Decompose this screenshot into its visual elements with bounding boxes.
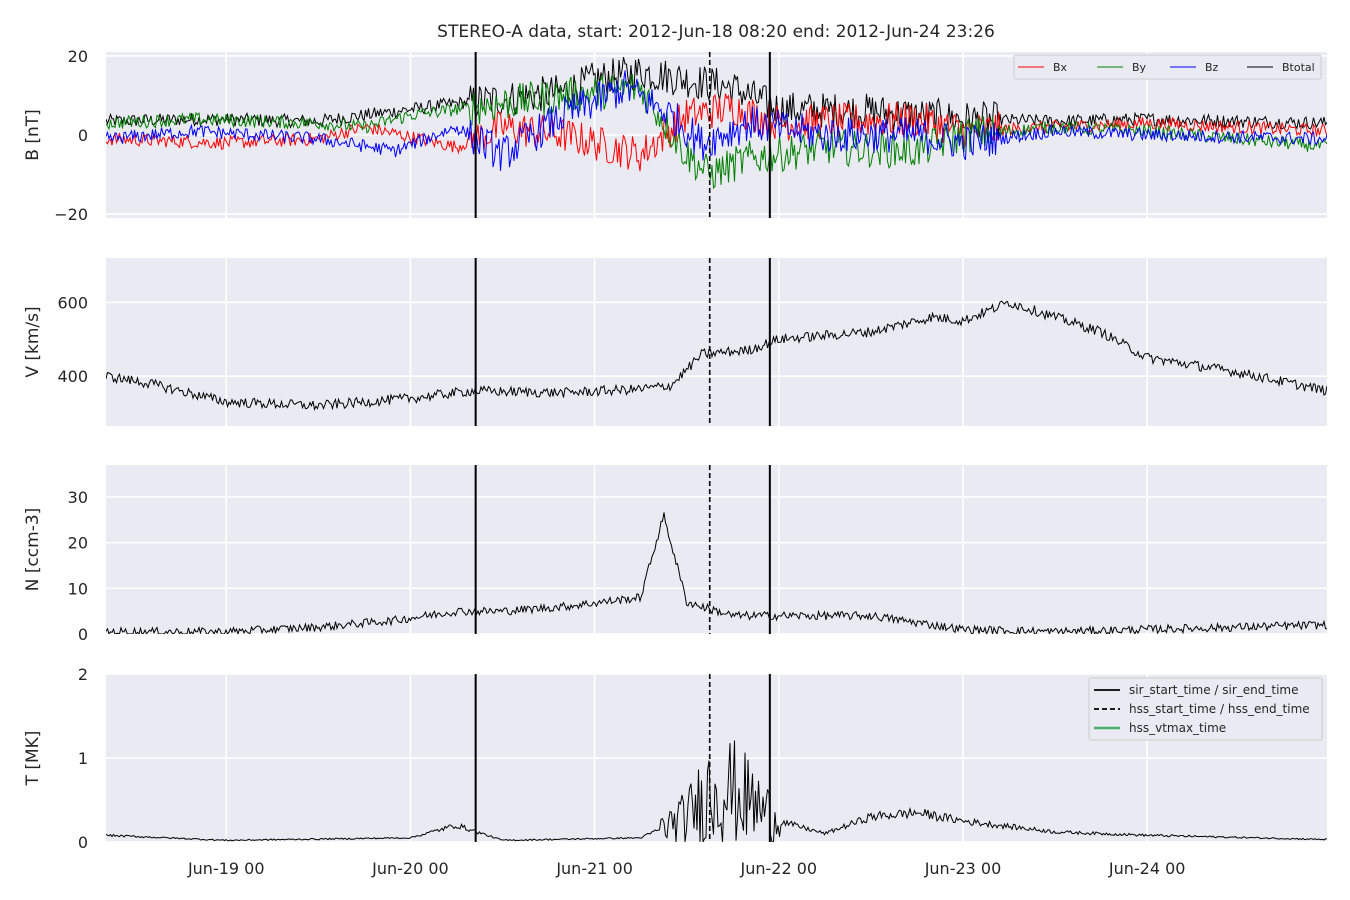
y-tick-label: 10: [68, 579, 88, 598]
panel-0: −20 0 20 B [nT] Bx By Bz Btotal: [23, 47, 1327, 224]
series-line-value: [106, 740, 1327, 842]
panel-background: [106, 258, 1327, 426]
legend-box: [1013, 54, 1322, 80]
legend-label: Bx: [1053, 61, 1068, 74]
y-tick-label: 30: [68, 488, 88, 507]
y-tick-label: 20: [68, 534, 88, 553]
series-line-Bz: [106, 70, 1327, 171]
x-tick-label: Jun-21 00: [555, 859, 633, 878]
panel-background: [106, 465, 1327, 634]
y-tick-label: 0: [78, 126, 88, 145]
series-line-value: [106, 512, 1327, 634]
event-legend-label: sir_start_time / sir_end_time: [1129, 683, 1299, 697]
y-axis-label: V [km/s]: [23, 306, 43, 377]
x-tick-label: Jun-19 00: [187, 859, 265, 878]
panel-1: 400 600 V [km/s]: [23, 258, 1327, 426]
legend-label: Btotal: [1282, 61, 1315, 74]
y-tick-label: 0: [78, 625, 88, 644]
legend-label: Bz: [1205, 61, 1219, 74]
x-tick-label: Jun-24 00: [1108, 859, 1186, 878]
y-tick-label: 1: [78, 749, 88, 768]
x-tick-label: Jun-23 00: [924, 859, 1002, 878]
x-tick-label: Jun-22 00: [740, 859, 818, 878]
legend-label: By: [1132, 61, 1147, 74]
panel-2: 0 10 20 30 N [ccm-3]: [23, 465, 1327, 644]
y-axis-label: N [ccm-3]: [23, 508, 43, 592]
y-tick-label: 600: [57, 293, 88, 312]
y-axis-label: B [nT]: [23, 109, 43, 161]
event-legend-label: hss_start_time / hss_end_time: [1129, 702, 1310, 716]
chart-title: STEREO-A data, start: 2012-Jun-18 08:20 …: [437, 22, 995, 42]
y-tick-label: 0: [78, 833, 88, 852]
event-legend-box: [1088, 677, 1323, 741]
series-line-Bx: [106, 93, 1327, 172]
y-tick-label: 400: [57, 367, 88, 386]
event-legend-label: hss_vtmax_time: [1129, 721, 1226, 735]
y-tick-label: 2: [78, 665, 88, 684]
series-line-value: [106, 300, 1327, 412]
series-line-Btotal: [106, 56, 1327, 138]
y-tick-label: −20: [54, 205, 88, 224]
y-tick-label: 20: [68, 47, 88, 66]
panel-3: Jun-19 00 Jun-20 00 Jun-21 00 Jun-22 00 Jun-…: [23, 665, 1327, 878]
x-tick-label: Jun-20 00: [371, 859, 449, 878]
y-axis-label: T [MK]: [23, 731, 43, 787]
